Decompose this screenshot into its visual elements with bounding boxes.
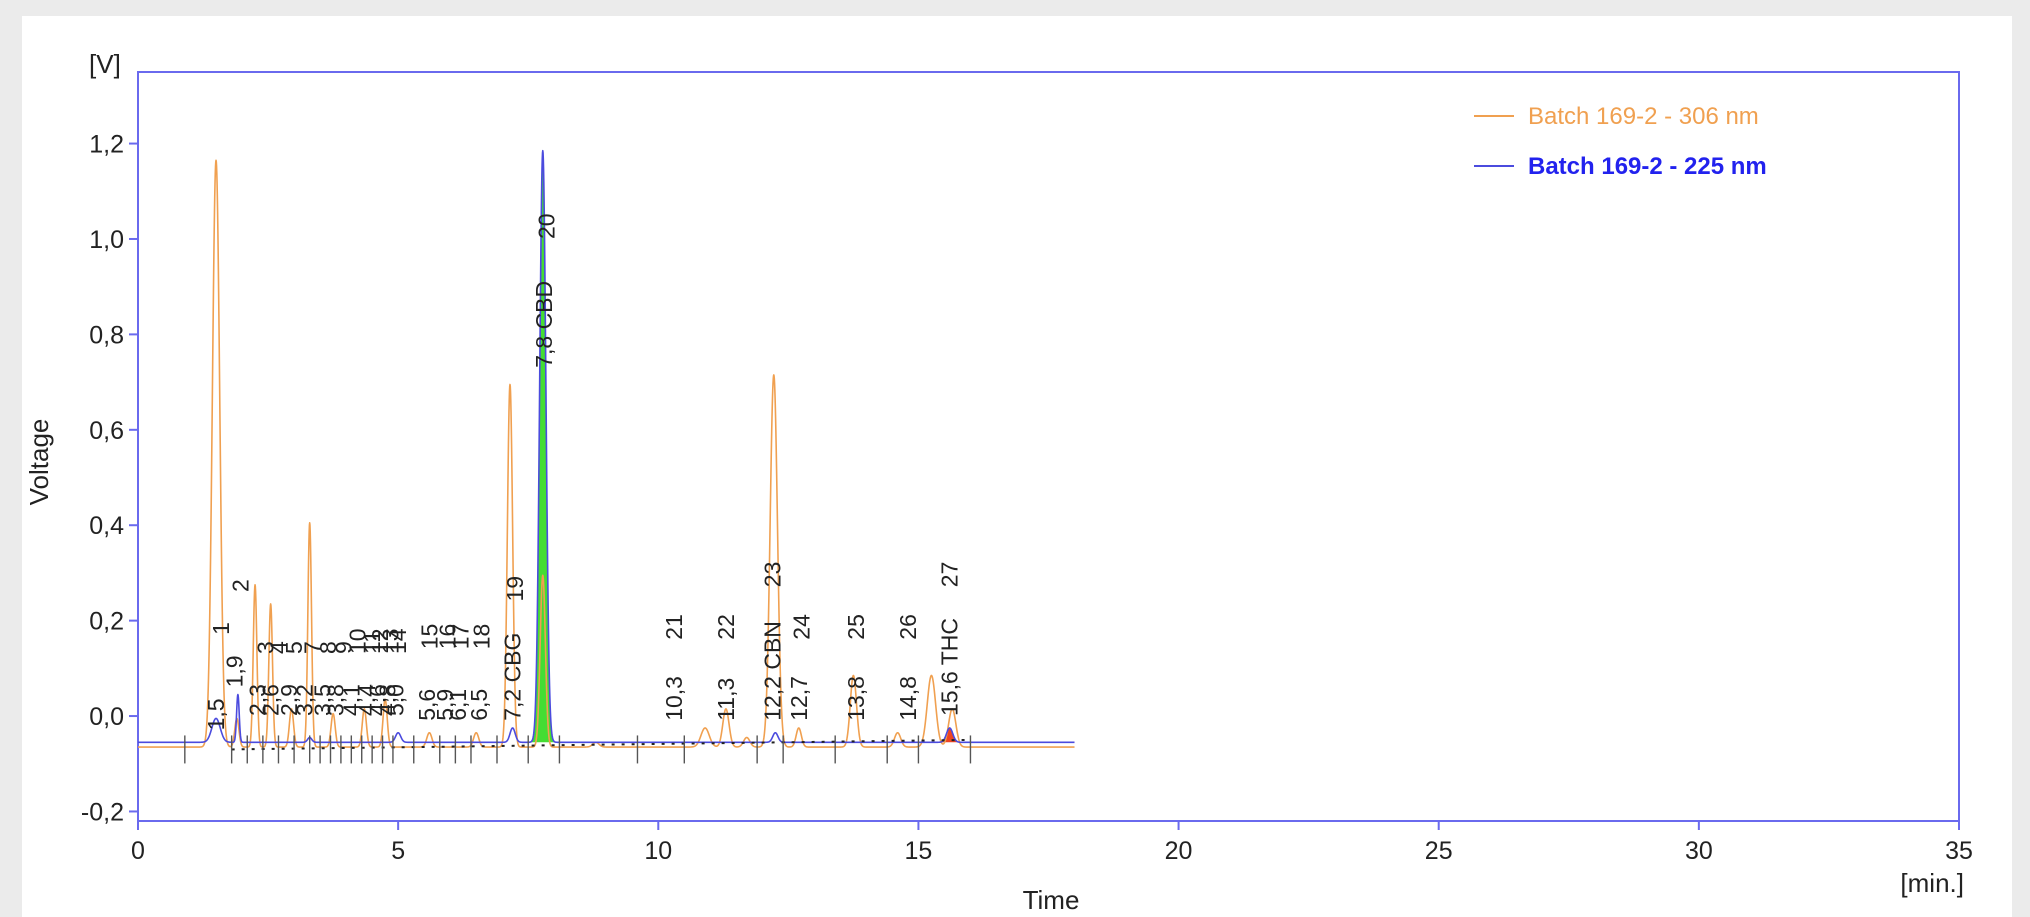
peak-label: 25 (843, 614, 869, 640)
peak-label: 2 (228, 579, 254, 592)
x-tick-label: 35 (1945, 837, 1973, 865)
peak-label: 10,3 (661, 676, 687, 721)
plot-area-border (137, 71, 1960, 822)
peak-label: 19 (502, 576, 528, 602)
peak-label: 13,8 (843, 676, 869, 721)
peak-labels: 1,5 1 1,9 2 2,3 3 2,6 4 2,9 5 3,2 7 3,5 8 3,8 9 4,1 10 4,4… (203, 213, 963, 730)
peak-label: 2,3 (245, 684, 271, 716)
peak-label: 11,3 (713, 678, 739, 721)
peak-label: 4,8 (375, 684, 401, 716)
x-tick-label: 15 (905, 837, 933, 865)
peak-label: 17 (448, 624, 474, 650)
peak-label: 15 (416, 624, 442, 650)
peak-label: 14 (385, 628, 411, 654)
y-tick-label: 0,4 (89, 512, 124, 540)
peak-label: 3,5 (310, 684, 336, 716)
peak-label: 12,2 CBN (760, 621, 786, 721)
peak-label: 13 (377, 628, 403, 654)
peak-label: 9 (331, 641, 357, 654)
peak-fill-cbd (530, 150, 556, 743)
peak-label: 5,9 (432, 689, 458, 721)
peak-label: 3,8 (323, 684, 349, 716)
legend-label-306nm: Batch 169-2 - 306 nm (1528, 103, 1759, 130)
peak-label: 6,1 (445, 689, 471, 721)
peak-label: 15,6 THC (937, 618, 963, 716)
peak-label: 11 (359, 630, 385, 654)
x-tick-label: 25 (1425, 837, 1453, 865)
peak-label: 1 (208, 622, 234, 635)
peak-label: 24 (788, 614, 814, 640)
x-tick-label: 0 (131, 837, 145, 865)
peak-label: 12,7 (786, 676, 812, 721)
y-tick-label: 0,6 (89, 417, 124, 445)
peak-label: 7 (299, 641, 325, 654)
peak-label: 14,8 (895, 676, 921, 721)
y-axis-label: Voltage (24, 419, 54, 506)
peak-label: 26 (895, 614, 921, 640)
baseline-marks (184, 735, 972, 764)
peak-label: 3 (253, 641, 279, 654)
peak-label: 22 (713, 614, 739, 640)
peak-label: 27 (937, 562, 963, 588)
peak-label: 8 (315, 641, 341, 654)
peak-label: 5,0 (383, 684, 409, 716)
peak-label: 18 (468, 624, 494, 650)
peak-label: 5 (281, 641, 307, 654)
peak-label: 2,6 (258, 684, 284, 716)
peak-label: 23 (760, 562, 786, 588)
peak-label: 16 (435, 624, 461, 650)
peak-label: 12 (367, 628, 393, 654)
peak-label: 1,5 (203, 698, 229, 730)
series-line-306nm (137, 159, 1076, 748)
peak-label: 4,1 (338, 684, 364, 716)
peak-label: 7,8 CBD (531, 281, 557, 368)
y-unit-label: [V] (89, 49, 121, 79)
peak-fill-thc (937, 727, 963, 743)
peak-label: 1,9 (221, 655, 247, 687)
y-tick-label: 0,2 (89, 608, 124, 636)
series-lines (137, 149, 1076, 748)
y-axis-ticks: -0,2 0,0 0,2 0,4 0,6 0,8 1,0 1,2 (81, 131, 138, 826)
legend-label-225nm: Batch 169-2 - 225 nm (1528, 153, 1767, 180)
peak-label: 5,6 (414, 689, 440, 721)
x-axis-label: Time (1023, 885, 1080, 915)
peak-fills (530, 150, 963, 743)
peak-label: 4 (266, 641, 292, 654)
peak-label: 10 (345, 628, 371, 654)
x-axis-ticks: 0 5 10 15 20 25 30 35 (131, 821, 1973, 865)
plot-frame (137, 71, 1960, 822)
peak-label: 4,4 (354, 684, 380, 716)
peak-label: 7,2 CBG (500, 633, 526, 721)
peak-label: 6,5 (466, 689, 492, 721)
x-tick-label: 30 (1685, 837, 1713, 865)
chart-panel: -0,2 0,0 0,2 0,4 0,6 0,8 1,0 1,2 0 5 10 15 20 25 30 35… (22, 16, 2012, 917)
legend: Batch 169-2 - 306 nm Batch 169-2 - 225 n… (1474, 103, 1767, 180)
x-tick-label: 10 (644, 837, 672, 865)
x-unit-label: [min.] (1900, 868, 1964, 898)
y-tick-label: 0,0 (89, 703, 124, 731)
peak-label: 4,6 (364, 684, 390, 716)
y-tick-label: -0,2 (81, 798, 124, 826)
chromatogram-chart: -0,20,00,20,40,60,81,01,2 0 5 10 15 20 25 30 35… (24, 49, 1973, 915)
x-tick-label: 5 (391, 837, 405, 865)
y-tick-label: 0,8 (89, 321, 124, 349)
x-tick-label: 20 (1165, 837, 1193, 865)
peak-label: 2,9 (276, 684, 302, 716)
peak-label: 21 (661, 614, 687, 640)
peak-label: 3,2 (292, 684, 318, 716)
peak-label: 20 (533, 213, 559, 239)
y-tick-label: 1,2 (89, 131, 124, 159)
y-tick-label: 1,0 (89, 226, 124, 254)
